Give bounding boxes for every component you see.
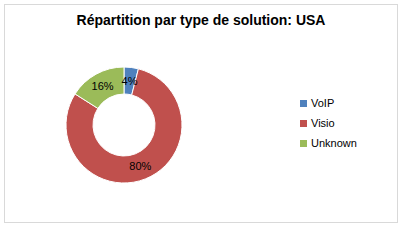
data-label: 80% — [129, 160, 151, 172]
chart: Répartition par type de solution: USA 4% 8… — [0, 0, 402, 227]
legend-label: VoIP — [311, 97, 334, 109]
legend-label: Unknown — [311, 137, 357, 149]
legend-swatch — [300, 100, 307, 107]
legend-swatch — [300, 120, 307, 127]
legend-swatch — [300, 140, 307, 147]
data-label: 4% — [122, 75, 138, 87]
slice — [75, 67, 124, 108]
chart-frame — [5, 5, 398, 223]
data-label: 16% — [92, 80, 114, 92]
legend-label: Visio — [311, 117, 335, 129]
title: Répartition par type de solution: USA — [77, 12, 326, 28]
